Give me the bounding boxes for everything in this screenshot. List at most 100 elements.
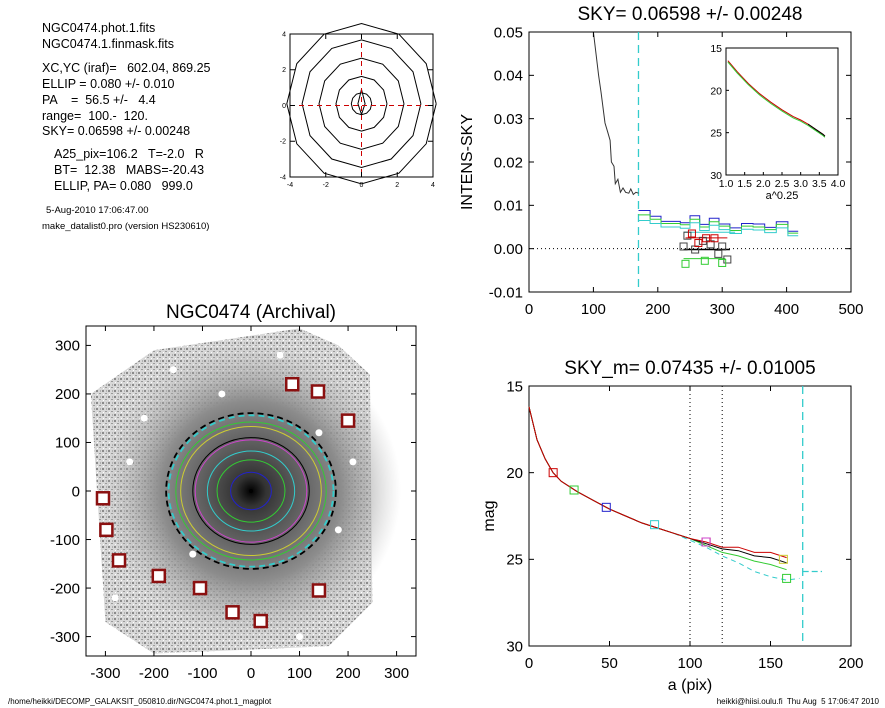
sky-inset-xlabel: a^0.25 <box>766 190 799 202</box>
image-ytick-label: 300 <box>55 338 80 355</box>
sky-xtick-label: 400 <box>774 301 799 318</box>
image-ytick-label: 0 <box>72 483 80 500</box>
sky-ytick-label: 0.04 <box>494 68 523 85</box>
image-isophote-0 <box>230 471 272 511</box>
mag-xlabel: a (pix) <box>668 677 712 694</box>
contour-ytick-label: -4 <box>280 174 286 181</box>
sky-ylabel: INTENS-SKY <box>459 114 476 210</box>
info-date: 5-Aug-2010 17:06:47.00 <box>46 205 149 216</box>
mag-square-blue <box>601 502 611 512</box>
sky-step-green <box>638 214 799 234</box>
sky-xtick-label: 100 <box>581 301 606 318</box>
image-sky-box <box>310 384 326 399</box>
mag-title: SKY_m= 0.07435 +/- 0.01005 <box>564 358 815 379</box>
sky-xtick-label: 500 <box>838 301 863 318</box>
info-line-fits: NGC0474.phot.1.fits <box>42 21 156 35</box>
sky-inset-xtick-label: 2.0 <box>756 178 771 190</box>
contour-ytick-label: -2 <box>280 139 286 146</box>
sky-inset-xtick-label: 1.0 <box>719 178 734 190</box>
sky-step-cyan <box>638 220 799 237</box>
sky-ytick-label: -0.01 <box>489 284 523 301</box>
contour-ytick-label: 4 <box>282 31 286 38</box>
image-isophote-8 <box>165 412 337 570</box>
sky-ytick-label: 0.01 <box>494 198 523 215</box>
image-sky-box <box>225 605 240 620</box>
info-line-center: XC,YC (iraf)= 602.04, 869.25 <box>42 61 211 75</box>
sky-square-red <box>702 234 711 243</box>
image-xtick-label: 300 <box>384 665 409 682</box>
contour-xtick-label: 2 <box>395 182 399 189</box>
mag-ytick-label: 20 <box>506 465 523 482</box>
sky-ytick-label: 0.02 <box>494 154 523 171</box>
mag-square-red <box>548 468 558 478</box>
mag-xtick-label: 50 <box>601 655 618 672</box>
mag-ytick-label: 15 <box>506 378 523 395</box>
image-isophote-3 <box>194 439 308 543</box>
info-line-pa: PA = 56.5 +/- 4.4 <box>42 93 156 107</box>
sky-inset-xtick-label: 4.0 <box>831 178 846 190</box>
image-isophote-6 <box>175 421 327 561</box>
mag-panel: SKY_m= 0.07435 +/- 0.01005 a (pix) mag 0 50 1… <box>481 358 864 694</box>
sky-square-green <box>681 259 690 268</box>
mag-square-green <box>782 573 792 583</box>
sky-inset-ytick-label: 20 <box>710 85 722 97</box>
contour-xtick-label: -4 <box>287 182 293 189</box>
info-line-ellip: ELLIP = 0.080 +/- 0.010 <box>42 77 175 91</box>
image-masked-star <box>169 366 177 374</box>
mag-ytick-label: 30 <box>506 638 523 655</box>
contour-xtick-label: 4 <box>431 182 435 189</box>
info-line-a25: A25_pix=106.2 T=-2.0 R <box>54 147 204 161</box>
sky-ytick-label: 0.05 <box>494 24 523 41</box>
info-program: make_datalist0.pro (version HS230610) <box>42 221 210 232</box>
image-masked-star <box>189 550 197 558</box>
info-line-ellip-pa: ELLIP, PA= 0.080 999.0 <box>54 179 193 193</box>
sky-inset-xtick-label: 3.5 <box>812 178 827 190</box>
sky-step-blue <box>638 210 799 232</box>
contour-level-2 <box>318 57 405 150</box>
image-xtick-label: 0 <box>247 665 255 682</box>
image-ytick-label: 100 <box>55 435 80 452</box>
sky-square-green <box>700 256 709 265</box>
sky-square-red <box>687 229 696 238</box>
contour-ytick-label: 0 <box>282 103 286 110</box>
sky-inset-xtick-label: 2.5 <box>775 178 790 190</box>
sky-ytick-label: 0.03 <box>494 111 523 128</box>
footer-path: /home/heikki/DECOMP_GALAKSIT_050810.dir/… <box>8 697 272 706</box>
sky-inset-curve-black <box>807 123 826 137</box>
sky-inset-xtick-label: 1.5 <box>737 178 752 190</box>
image-masked-star <box>315 429 323 437</box>
contour-level-3 <box>301 39 422 169</box>
image-isophote-4 <box>192 437 310 545</box>
image-sky-box <box>253 613 268 629</box>
sky-panel: SKY= 0.06598 +/- 0.00248 INTENS-SKY 0 100 20… <box>459 4 864 318</box>
mag-curve-cyan <box>673 532 800 581</box>
sky-inset-ytick-label: 30 <box>710 170 722 182</box>
info-line-sky: SKY= 0.06598 +/- 0.00248 <box>42 124 191 138</box>
sky-square-green <box>718 258 727 267</box>
mag-square-yellow <box>778 554 788 564</box>
image-masked-star <box>276 351 284 359</box>
image-xtick-label: -300 <box>90 665 120 682</box>
image-sky-box <box>285 376 300 392</box>
sky-xtick-label: 200 <box>645 301 670 318</box>
image-ytick-label: -200 <box>50 580 80 597</box>
image-nucleus <box>249 489 253 493</box>
image-sky-box <box>95 491 111 506</box>
mag-square-magenta <box>701 537 711 547</box>
mag-xtick-label: 0 <box>525 655 533 672</box>
image-isophote-7 <box>167 414 335 568</box>
image-xtick-label: 200 <box>336 665 361 682</box>
image-isophote-5 <box>180 425 322 557</box>
image-masked-star <box>296 633 304 641</box>
contour-ytick-label: 2 <box>282 67 286 74</box>
image-panel: NGC0474 (Archival) -300 -200 -100 0 100 200 300… <box>50 302 417 682</box>
image-xtick-label: 100 <box>287 665 312 682</box>
image-sky-box <box>151 568 167 584</box>
image-xtick-label: -100 <box>187 665 217 682</box>
sky-inset-xtick-label: 3.0 <box>793 178 808 190</box>
image-ytick-label: 200 <box>55 386 80 403</box>
sky-square-black <box>683 231 692 240</box>
contour-level-0 <box>350 92 373 116</box>
sky-inset-ytick-label: 15 <box>710 43 722 55</box>
info-line-mask: NGC0474.1.finmask.fits <box>42 37 174 51</box>
